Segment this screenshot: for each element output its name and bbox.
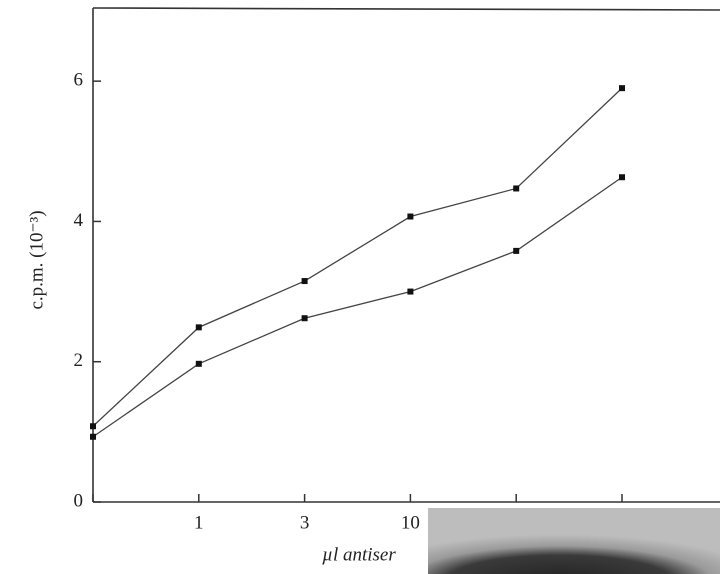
point	[619, 85, 625, 92]
point	[513, 247, 520, 254]
x-axis-label: µl antiser	[322, 544, 396, 565]
point	[407, 213, 414, 220]
point	[407, 288, 414, 295]
y-tick-label: 4	[74, 210, 84, 231]
y-axis-label: c.p.m. (10⁻³)	[26, 210, 47, 309]
plot-frame-top	[92, 7, 720, 11]
y-tick-label: 2	[74, 350, 84, 371]
point	[90, 433, 96, 440]
x-tick-label: 1	[194, 512, 204, 533]
x-tick-label: 3	[300, 512, 310, 533]
y-tick-label: 6	[74, 70, 84, 91]
point	[513, 185, 520, 192]
series-line	[92, 176, 623, 438]
series-line	[92, 87, 623, 427]
point	[90, 423, 96, 430]
photo-overlay	[428, 508, 720, 574]
point	[301, 315, 308, 322]
y-tick-label: 0	[74, 490, 84, 511]
plot-area: 0 2 4 6 1 3 10	[74, 70, 625, 533]
point	[195, 360, 202, 367]
x-tick-label: 10	[401, 512, 420, 533]
point	[301, 278, 308, 285]
point	[619, 174, 625, 181]
point	[195, 324, 202, 331]
